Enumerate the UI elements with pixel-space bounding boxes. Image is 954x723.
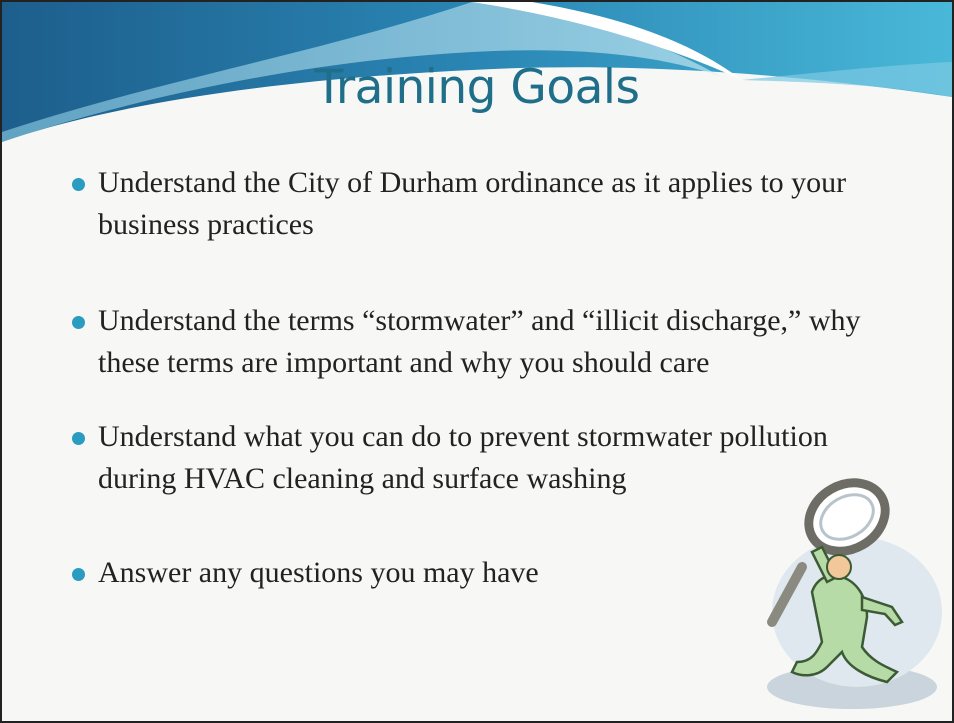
clipart-magnifier-man bbox=[717, 472, 947, 717]
slide: Training Goals Understand the City of Du… bbox=[0, 0, 954, 723]
bullet: Understand the City of Durham ordinance … bbox=[72, 162, 868, 246]
page: Training Goals Understand the City of Du… bbox=[0, 0, 954, 723]
bullet: Understand the terms “stormwater” and “i… bbox=[72, 300, 868, 384]
slide-title: Training Goals bbox=[2, 60, 952, 115]
